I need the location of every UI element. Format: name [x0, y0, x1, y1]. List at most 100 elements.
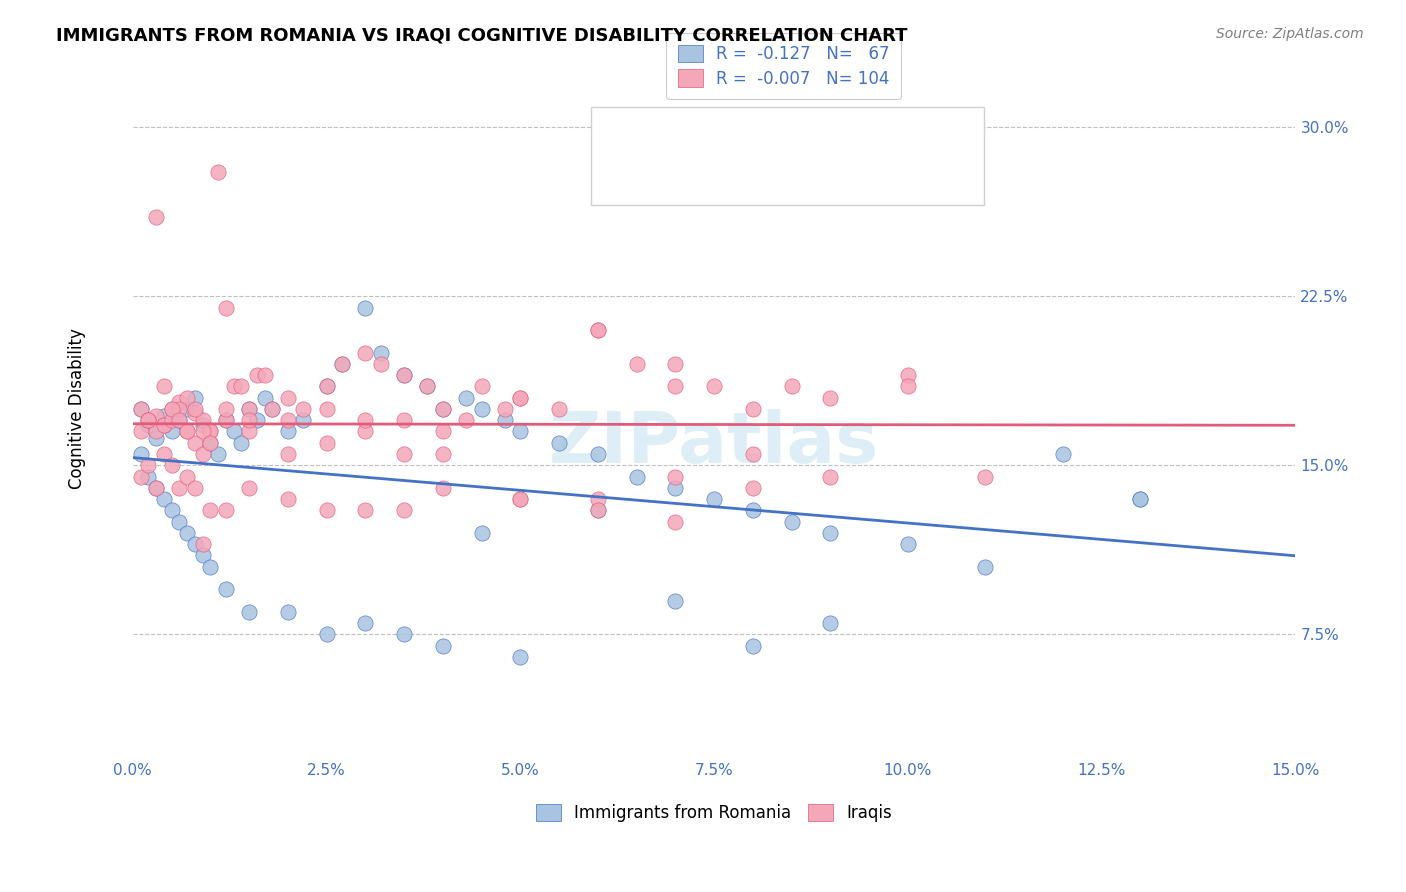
Point	[664, 379, 686, 393]
Point	[136, 413, 159, 427]
Point	[215, 503, 238, 517]
Point	[586, 447, 609, 461]
Point	[200, 425, 222, 439]
Point	[626, 357, 648, 371]
Point	[136, 413, 159, 427]
Text: Source: ZipAtlas.com: Source: ZipAtlas.com	[1216, 27, 1364, 41]
Point	[160, 425, 183, 439]
Point	[370, 345, 392, 359]
Point	[586, 323, 609, 337]
Point	[292, 413, 315, 427]
Point	[184, 407, 207, 421]
Point	[200, 559, 222, 574]
Point	[509, 649, 531, 664]
Point	[231, 379, 253, 393]
Point	[207, 447, 229, 461]
Point	[238, 605, 260, 619]
Point	[145, 409, 167, 423]
Point	[277, 447, 299, 461]
Point	[626, 469, 648, 483]
Point	[277, 492, 299, 507]
Point	[586, 503, 609, 517]
Point	[354, 301, 377, 315]
Point	[129, 425, 152, 439]
Point	[354, 345, 377, 359]
Point	[277, 605, 299, 619]
Point	[586, 503, 609, 517]
Point	[169, 413, 191, 427]
Point	[238, 401, 260, 416]
Point	[315, 401, 337, 416]
Point	[215, 413, 238, 427]
Point	[315, 379, 337, 393]
Point	[974, 559, 997, 574]
Point	[586, 323, 609, 337]
Point	[176, 391, 198, 405]
Point	[160, 401, 183, 416]
Point	[354, 413, 377, 427]
Point	[191, 447, 214, 461]
Point	[191, 549, 214, 563]
Point	[741, 481, 763, 495]
Point	[432, 481, 454, 495]
Point	[315, 435, 337, 450]
Point	[392, 447, 415, 461]
Point	[184, 391, 207, 405]
Point	[145, 431, 167, 445]
Point	[238, 481, 260, 495]
Point	[191, 417, 214, 432]
Point	[184, 537, 207, 551]
Point	[456, 413, 478, 427]
Point	[741, 503, 763, 517]
Point	[780, 515, 803, 529]
Point	[238, 413, 260, 427]
Point	[370, 357, 392, 371]
Point	[354, 425, 377, 439]
Point	[471, 525, 494, 540]
Point	[129, 401, 152, 416]
Point	[548, 401, 571, 416]
Text: IMMIGRANTS FROM ROMANIA VS IRAQI COGNITIVE DISABILITY CORRELATION CHART: IMMIGRANTS FROM ROMANIA VS IRAQI COGNITI…	[56, 27, 908, 45]
Point	[432, 425, 454, 439]
Point	[153, 492, 176, 507]
Point	[246, 368, 269, 383]
Point	[277, 413, 299, 427]
Point	[160, 401, 183, 416]
Point	[703, 492, 725, 507]
Point	[820, 469, 842, 483]
Point	[432, 401, 454, 416]
Point	[664, 481, 686, 495]
Text: ZIPatlas: ZIPatlas	[550, 409, 879, 478]
Point	[145, 211, 167, 225]
Point	[136, 469, 159, 483]
Point	[215, 413, 238, 427]
Point	[191, 425, 214, 439]
Point	[664, 357, 686, 371]
Point	[160, 458, 183, 473]
Point	[471, 401, 494, 416]
Point	[176, 469, 198, 483]
Point	[153, 417, 176, 432]
Point	[184, 401, 207, 416]
Point	[246, 413, 269, 427]
Point	[222, 425, 245, 439]
Point	[215, 401, 238, 416]
Point	[494, 413, 516, 427]
Point	[129, 401, 152, 416]
Point	[664, 469, 686, 483]
Point	[176, 401, 198, 416]
Point	[200, 435, 222, 450]
Point	[330, 357, 353, 371]
Point	[820, 391, 842, 405]
Point	[392, 368, 415, 383]
Point	[153, 409, 176, 423]
Point	[200, 503, 222, 517]
Point	[820, 616, 842, 631]
Point	[169, 515, 191, 529]
Point	[471, 379, 494, 393]
Point	[238, 425, 260, 439]
Legend: Immigrants from Romania, Iraqis: Immigrants from Romania, Iraqis	[524, 792, 904, 834]
Point	[315, 627, 337, 641]
Point	[207, 165, 229, 179]
Point	[160, 503, 183, 517]
